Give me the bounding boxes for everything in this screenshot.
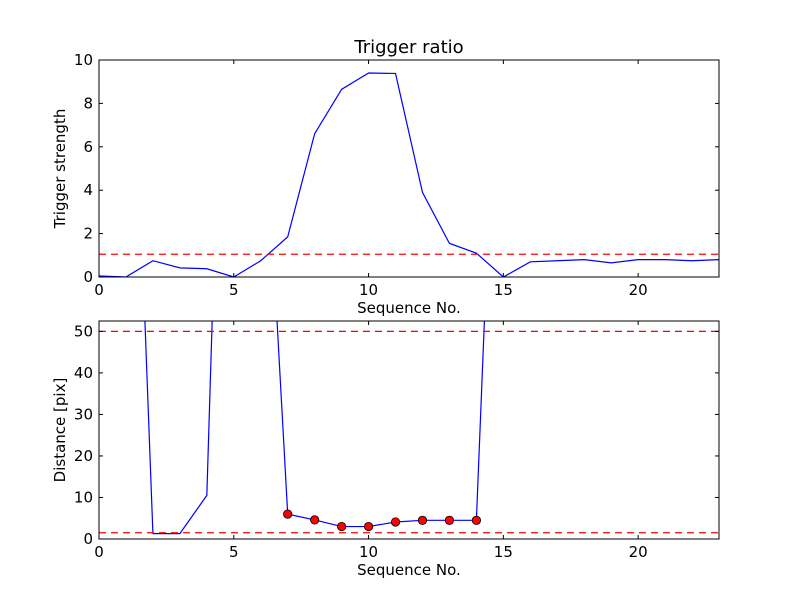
x-tick-label: 5 [229,543,239,561]
x-tick-label: 20 [629,281,648,299]
y-tick-label: 4 [83,181,93,199]
axes-frame [98,59,720,278]
y-tick-label: 8 [83,94,93,112]
x-axis-label: Sequence No. [357,561,461,579]
data-point-0 [283,509,293,519]
y-tick-label: 2 [83,225,93,243]
y-tick-label: 10 [74,488,93,506]
x-tick-label: 15 [494,543,513,561]
data-point-7 [471,515,481,525]
x-tick-label: 15 [494,281,513,299]
plot-area [99,321,719,535]
y-axis-label: Distance [pix] [51,378,69,483]
data-point-2 [337,521,347,532]
x-tick-label: 20 [629,543,648,561]
bottom-panel: 0 5 10 15 20 0 10 20 30 40 50 Sequence No. Distance … [51,320,720,579]
x-tick-label: 5 [229,281,239,299]
chart-title: Trigger ratio [353,37,463,58]
axes-frame [98,320,720,540]
y-tick-label: 10 [74,51,93,69]
y-tick-label: 0 [83,530,93,548]
data-point-4 [390,517,401,527]
data-point-6 [444,515,455,525]
y-tick-label: 40 [74,364,93,382]
x-axis-label: Sequence No. [357,299,461,317]
data-point-3 [363,521,374,532]
y-axis-label: Trigger strength [51,109,69,230]
data-point-5 [417,515,428,525]
y-tick-label: 50 [74,322,93,340]
series-line-1 [276,321,485,528]
series-line-0 [99,72,719,277]
y-tick-label: 30 [74,405,93,423]
x-tick-label: 10 [359,543,378,561]
data-point-1 [310,515,320,525]
plot-area [99,72,719,277]
x-tick-label: 0 [94,543,104,561]
y-tick-label: 0 [83,268,93,286]
series-line-0 [144,321,213,535]
x-tick-label: 10 [359,281,378,299]
y-tick-label: 20 [74,447,93,465]
y-tick-label: 6 [83,138,93,156]
x-tick-label: 0 [94,281,104,299]
